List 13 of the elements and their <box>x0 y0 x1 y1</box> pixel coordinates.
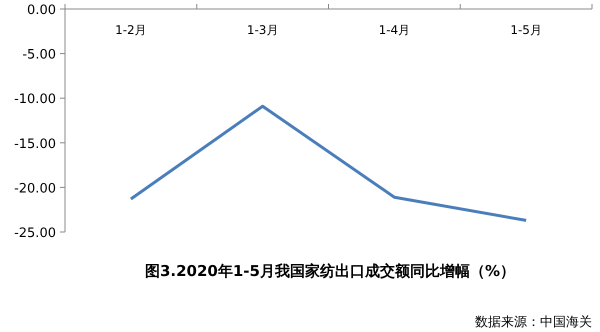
line-series <box>129 104 528 222</box>
x-tick-label: 1-4月 <box>378 23 410 37</box>
text: 图3.2020年1-5月我国家纺出口成交额同比增幅（%） <box>144 262 516 280</box>
y-tick-label: -20.00 <box>14 181 56 196</box>
y-tick-label: 0.00 <box>27 3 56 18</box>
x-tick-label: 1-2月 <box>115 23 147 37</box>
y-tick-label: -10.00 <box>14 92 56 108</box>
y-tick-label: -15.00 <box>14 136 56 152</box>
source-note: 数据来源：中国海关 <box>475 315 592 330</box>
x-tick-label: 1-5月 <box>510 23 542 37</box>
y-tick-label: -5.00 <box>22 48 56 63</box>
x-tick-label: 1-3月 <box>246 23 278 37</box>
y-tick-label: -25.00 <box>14 226 56 241</box>
